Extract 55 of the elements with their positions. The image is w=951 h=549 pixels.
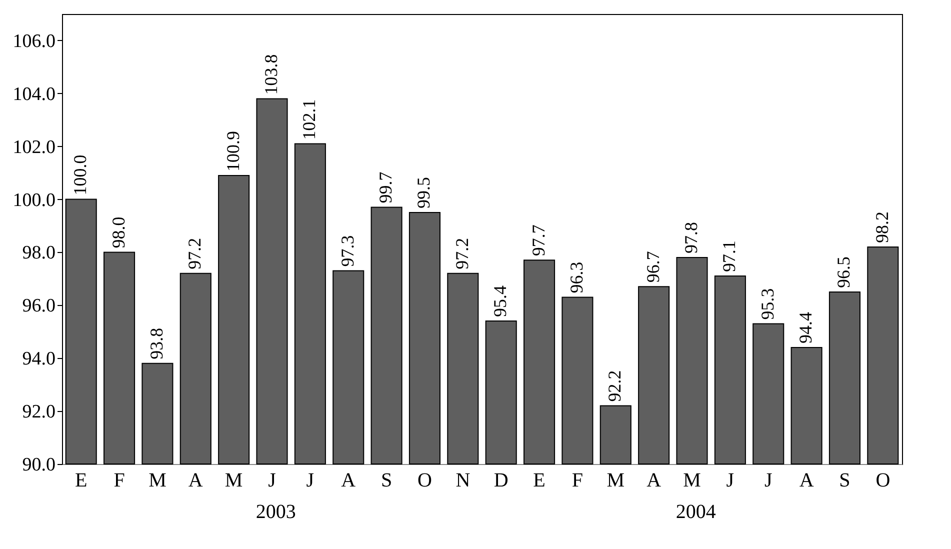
data-label: 92.2 (604, 370, 625, 402)
x-tick-label: S (380, 470, 392, 492)
data-label: 97.2 (452, 238, 472, 270)
x-tick-label: E (74, 470, 88, 492)
data-label: 97.8 (681, 222, 701, 254)
data-label: 97.1 (719, 240, 740, 272)
data-label: 103.8 (261, 54, 281, 95)
y-tick-label: 96.0 (22, 296, 56, 317)
data-label: 96.7 (642, 251, 663, 283)
y-tick-label: 94.0 (22, 348, 56, 370)
y-tick-label: 100.0 (12, 190, 56, 211)
x-tick-label: E (533, 470, 546, 492)
text: 2003 (256, 501, 296, 523)
y-tick-label: 98.0 (22, 242, 56, 264)
data-label: 93.8 (146, 328, 166, 360)
x-tick-label: F (114, 470, 125, 492)
data-label: 94.4 (796, 312, 816, 344)
data-label: 95.3 (757, 288, 778, 320)
y-tick-label: 90.0 (22, 454, 56, 476)
x-tick-label: J (726, 470, 734, 492)
data-label: 97.2 (184, 238, 205, 270)
data-label: 100.9 (222, 130, 243, 172)
x-tick-label: J (764, 470, 772, 492)
x-tick-label: A (188, 470, 204, 492)
x-tick-label: O (876, 470, 890, 492)
data-label: 98.2 (872, 211, 892, 243)
x-tick-label: S (839, 470, 850, 492)
data-label: 96.5 (834, 256, 854, 288)
x-tick-label: M (148, 470, 167, 492)
data-label: 98.0 (108, 216, 128, 248)
data-label: 99.5 (414, 177, 434, 209)
x-tick-label: N (456, 470, 470, 492)
y-tick-label: 104.0 (12, 84, 56, 105)
y-tick-label: 106.0 (12, 30, 56, 52)
x-tick-label: O (418, 470, 432, 492)
x-tick-label: M (606, 470, 625, 492)
data-label: 102.1 (299, 99, 320, 140)
data-label: 100.0 (70, 154, 90, 196)
x-tick-label: M (683, 470, 702, 492)
data-label: 96.3 (566, 262, 586, 294)
x-tick-label: J (268, 470, 276, 492)
data-label: 97.3 (337, 235, 358, 267)
data-label: 97.7 (528, 224, 548, 256)
data-label: 99.7 (376, 172, 396, 204)
y-tick-label: 102.0 (12, 136, 56, 158)
y-tick-label: 92.0 (22, 402, 56, 423)
x-tick-label: M (224, 470, 243, 492)
x-tick-label: J (306, 470, 314, 492)
data-label: 95.4 (490, 286, 510, 318)
x-tick-label: D (494, 470, 508, 492)
x-tick-label: A (341, 470, 356, 492)
x-tick-label: A (799, 470, 814, 492)
x-tick-label: A (646, 470, 662, 492)
text: 2004 (676, 501, 716, 523)
x-tick-label: F (572, 470, 584, 492)
